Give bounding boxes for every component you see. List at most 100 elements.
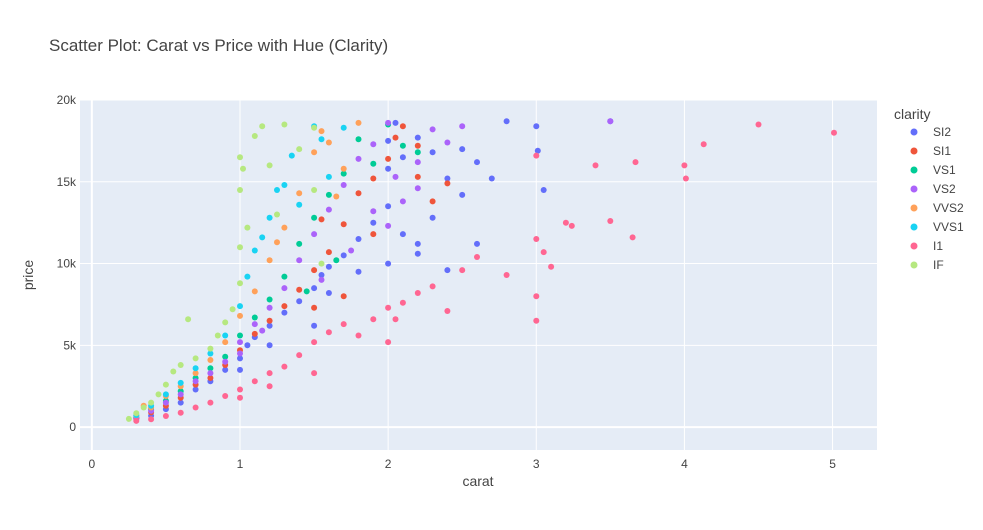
data-point[interactable] — [237, 332, 243, 339]
data-point[interactable] — [355, 236, 362, 242]
data-point[interactable] — [296, 257, 303, 264]
data-point[interactable] — [244, 273, 251, 280]
data-point[interactable] — [414, 142, 421, 149]
data-point[interactable] — [682, 175, 689, 182]
data-point[interactable] — [399, 198, 406, 205]
data-point[interactable] — [392, 119, 399, 126]
data-point[interactable] — [333, 193, 340, 200]
data-point[interactable] — [177, 379, 184, 386]
data-point[interactable] — [259, 234, 266, 241]
data-point[interactable] — [214, 332, 221, 339]
data-point[interactable] — [251, 247, 258, 254]
data-point[interactable] — [444, 267, 451, 274]
data-point[interactable] — [266, 383, 273, 390]
data-point[interactable] — [177, 399, 184, 406]
data-point[interactable] — [392, 316, 399, 323]
data-point[interactable] — [568, 222, 575, 229]
data-point[interactable] — [266, 342, 273, 349]
data-point[interactable] — [162, 413, 169, 419]
data-point[interactable] — [222, 353, 229, 360]
data-point[interactable] — [629, 234, 636, 241]
data-point[interactable] — [192, 386, 199, 393]
data-point[interactable] — [266, 317, 273, 324]
data-point[interactable] — [348, 247, 355, 254]
data-point[interactable] — [237, 187, 243, 193]
legend-item-if[interactable]: IF — [910, 258, 944, 272]
data-point[interactable] — [237, 303, 243, 310]
data-point[interactable] — [385, 304, 392, 311]
data-point[interactable] — [311, 304, 318, 311]
data-point[interactable] — [237, 244, 243, 251]
data-point[interactable] — [459, 267, 466, 274]
data-point[interactable] — [259, 123, 266, 130]
data-point[interactable] — [340, 252, 347, 259]
data-point[interactable] — [162, 399, 169, 406]
data-point[interactable] — [303, 288, 310, 295]
data-point[interactable] — [392, 134, 399, 141]
data-point[interactable] — [414, 149, 421, 156]
data-point[interactable] — [274, 211, 280, 218]
data-point[interactable] — [251, 288, 258, 295]
data-point[interactable] — [251, 314, 258, 321]
data-point[interactable] — [311, 187, 318, 193]
data-point[interactable] — [311, 231, 318, 238]
data-point[interactable] — [251, 330, 258, 337]
data-point[interactable] — [632, 159, 639, 166]
data-point[interactable] — [222, 319, 229, 326]
plot-area[interactable] — [80, 100, 877, 450]
legend-item-vvs1[interactable]: VVS1 — [910, 220, 965, 234]
data-point[interactable] — [370, 160, 377, 167]
data-point[interactable] — [192, 404, 199, 411]
data-point[interactable] — [429, 198, 436, 205]
data-point[interactable] — [540, 187, 547, 193]
data-point[interactable] — [229, 306, 236, 313]
data-point[interactable] — [281, 363, 288, 370]
data-point[interactable] — [325, 263, 332, 270]
data-point[interactable] — [503, 272, 510, 278]
data-point[interactable] — [266, 304, 273, 311]
data-point[interactable] — [311, 322, 318, 329]
data-point[interactable] — [251, 378, 258, 385]
data-point[interactable] — [459, 146, 466, 153]
data-point[interactable] — [399, 154, 406, 161]
data-point[interactable] — [133, 417, 140, 424]
data-point[interactable] — [385, 119, 392, 126]
data-point[interactable] — [207, 370, 214, 377]
data-point[interactable] — [429, 283, 436, 290]
data-point[interactable] — [140, 404, 147, 411]
data-point[interactable] — [281, 121, 288, 128]
data-point[interactable] — [355, 268, 362, 275]
data-point[interactable] — [274, 239, 280, 246]
data-point[interactable] — [318, 276, 325, 283]
data-point[interactable] — [325, 290, 332, 296]
data-point[interactable] — [399, 142, 406, 149]
data-point[interactable] — [177, 391, 184, 398]
data-point[interactable] — [259, 327, 266, 334]
data-point[interactable] — [355, 119, 362, 126]
data-point[interactable] — [237, 386, 243, 393]
data-point[interactable] — [177, 409, 184, 416]
data-point[interactable] — [414, 240, 421, 247]
data-point[interactable] — [385, 155, 392, 162]
data-point[interactable] — [244, 224, 251, 231]
data-point[interactable] — [318, 272, 325, 278]
data-point[interactable] — [414, 159, 421, 166]
data-point[interactable] — [240, 165, 246, 172]
data-point[interactable] — [296, 298, 303, 305]
data-point[interactable] — [474, 240, 480, 247]
data-point[interactable] — [296, 240, 303, 247]
data-point[interactable] — [370, 175, 377, 182]
data-point[interactable] — [444, 180, 451, 187]
data-point[interactable] — [340, 182, 347, 188]
data-point[interactable] — [429, 126, 436, 133]
data-point[interactable] — [325, 249, 332, 256]
data-point[interactable] — [266, 162, 273, 169]
data-point[interactable] — [222, 358, 229, 365]
data-point[interactable] — [207, 350, 214, 357]
data-point[interactable] — [340, 293, 347, 300]
data-point[interactable] — [534, 147, 541, 154]
data-point[interactable] — [311, 124, 318, 131]
data-point[interactable] — [459, 191, 466, 198]
legend-item-i1[interactable]: I1 — [910, 239, 944, 253]
data-point[interactable] — [207, 375, 214, 381]
